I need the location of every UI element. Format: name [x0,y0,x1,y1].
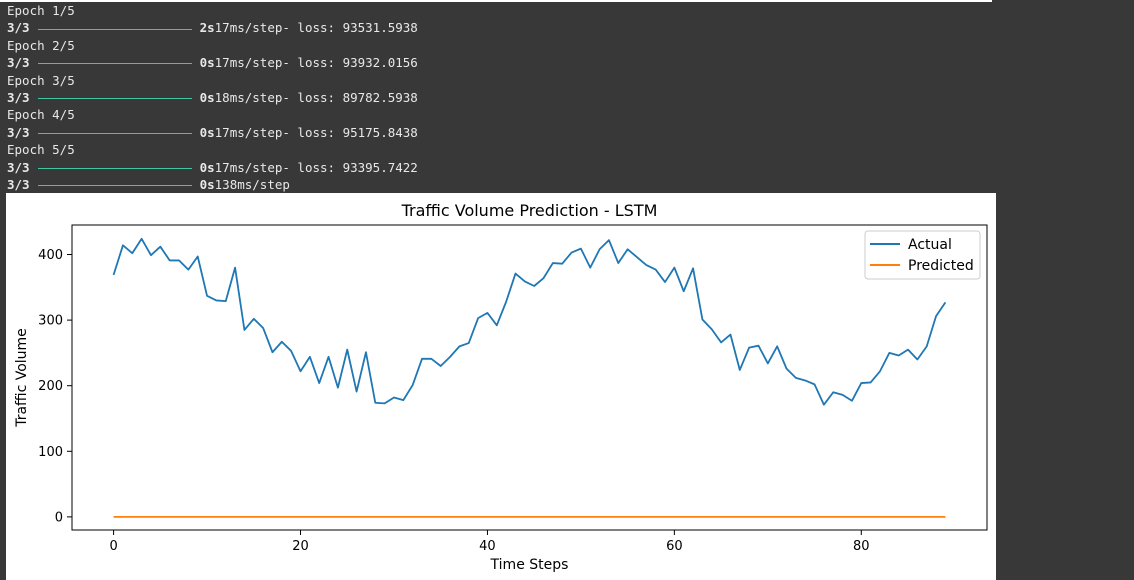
x-tick-label: 40 [479,539,496,554]
y-axis-label: Traffic Volume [14,328,30,428]
step-time: 138ms/step [214,176,290,192]
series-line-actual [112,237,947,406]
chart-title: Traffic Volume Prediction - LSTM [401,201,658,220]
epoch-progress-line: 3/3 2s 17ms/step - loss: 93531.5938 [7,19,997,36]
loss-value: - loss: 93531.5938 [282,20,418,36]
loss-value: - loss: 95175.8438 [282,124,418,140]
step-count: 3/3 [7,124,30,140]
loss-value: - loss: 93395.7422 [282,159,418,175]
loss-value: - loss: 89782.5938 [282,89,418,105]
progress-bar [37,63,192,65]
chart-output: Traffic Volume Prediction - LSTM 0 20 40 60… [6,193,996,580]
x-tick-label: 60 [666,539,683,554]
legend-label-predicted: Predicted [908,258,974,274]
step-time: 18ms/step [214,89,283,105]
x-axis-label: Time Steps [490,557,569,573]
x-tick-label: 80 [853,539,870,554]
progress-bar [37,98,192,100]
step-count: 3/3 [7,55,30,71]
step-count: 3/3 [7,20,30,36]
cell-top-edge [0,0,992,2]
epoch-label: Epoch 3/5 [7,72,75,88]
progress-bar [37,132,192,134]
epoch-progress-line: 3/3 0s 17ms/step - loss: 93395.7422 [7,159,997,176]
progress-bar [37,167,192,169]
elapsed-time: 0s [199,124,215,140]
epoch-label: Epoch 1/5 [7,3,75,18]
predict-progress-line: 3/3 0s 138ms/step [7,176,997,193]
epoch-label: Epoch 2/5 [7,37,75,53]
step-count: 3/3 [7,159,30,175]
step-time: 17ms/step [214,159,283,175]
y-tick-label: 300 [38,314,63,329]
x-tick-label: 0 [109,539,117,554]
epoch-label: Epoch 5/5 [7,142,75,158]
elapsed-time: 0s [199,55,215,71]
training-log-output: Epoch 1/5 3/3 2s 17ms/step - loss: 93531.… [7,2,997,193]
epoch-progress-line: 3/3 0s 17ms/step - loss: 95175.8438 [7,124,997,141]
legend: Actual Predicted [864,230,981,280]
y-tick-label: 0 [55,510,63,525]
legend-label-actual: Actual [908,237,952,253]
x-tick-label: 20 [292,539,309,554]
plot-frame [71,224,988,531]
step-count: 3/3 [7,89,30,105]
epoch-progress-line: 3/3 0s 18ms/step - loss: 89782.5938 [7,89,997,106]
epoch-label: Epoch 4/5 [7,107,75,123]
y-tick-label: 400 [38,248,63,263]
loss-value: - loss: 93932.0156 [282,55,418,71]
step-time: 17ms/step [214,20,283,36]
traffic-line-chart: Traffic Volume Prediction - LSTM 0 20 40 60… [14,201,988,573]
step-time: 17ms/step [214,124,283,140]
progress-bar [37,185,192,187]
epoch-progress-line: 3/3 0s 17ms/step - loss: 93932.0156 [7,54,997,71]
y-tick-label: 100 [38,445,63,460]
elapsed-time: 0s [199,176,215,192]
elapsed-time: 0s [199,159,215,175]
step-time: 17ms/step [214,55,283,71]
elapsed-time: 2s [199,20,215,36]
progress-bar [37,28,192,30]
step-count: 3/3 [7,176,30,192]
elapsed-time: 0s [199,89,215,105]
y-tick-label: 200 [38,379,63,394]
